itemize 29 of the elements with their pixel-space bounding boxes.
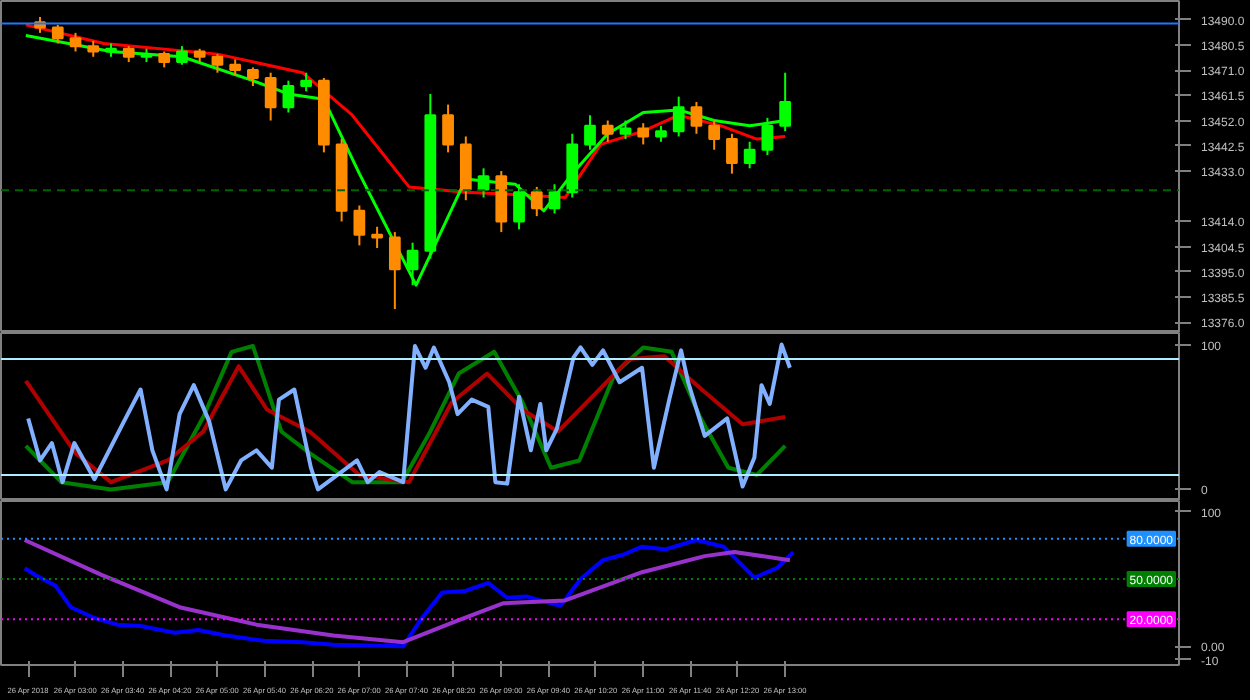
candlestick bbox=[672, 95, 685, 138]
candlestick bbox=[495, 169, 508, 234]
candlestick bbox=[530, 185, 543, 218]
candlestick bbox=[726, 132, 738, 175]
candlestick bbox=[637, 122, 650, 146]
candlestick bbox=[743, 140, 756, 170]
candlestick bbox=[371, 225, 383, 250]
candlestick bbox=[708, 119, 721, 151]
candlestick bbox=[51, 23, 64, 45]
candlestick bbox=[176, 45, 188, 66]
candlestick bbox=[69, 31, 82, 53]
candlestick bbox=[619, 119, 632, 141]
candlestick bbox=[513, 183, 525, 231]
candlestick bbox=[548, 183, 561, 215]
candlestick bbox=[247, 66, 259, 87]
candlestick bbox=[211, 53, 224, 74]
candlestick bbox=[601, 119, 614, 143]
candlestick bbox=[566, 132, 579, 199]
candlestick bbox=[264, 71, 277, 122]
candlestick bbox=[300, 71, 313, 93]
candlestick bbox=[388, 231, 401, 311]
candlestick bbox=[459, 135, 472, 202]
candlestick bbox=[690, 100, 703, 135]
candlestick bbox=[353, 204, 366, 247]
candlestick bbox=[442, 103, 454, 154]
candlestick bbox=[584, 114, 596, 151]
candlestick bbox=[477, 167, 490, 199]
candlestick bbox=[282, 79, 295, 114]
candlestick bbox=[761, 116, 774, 157]
